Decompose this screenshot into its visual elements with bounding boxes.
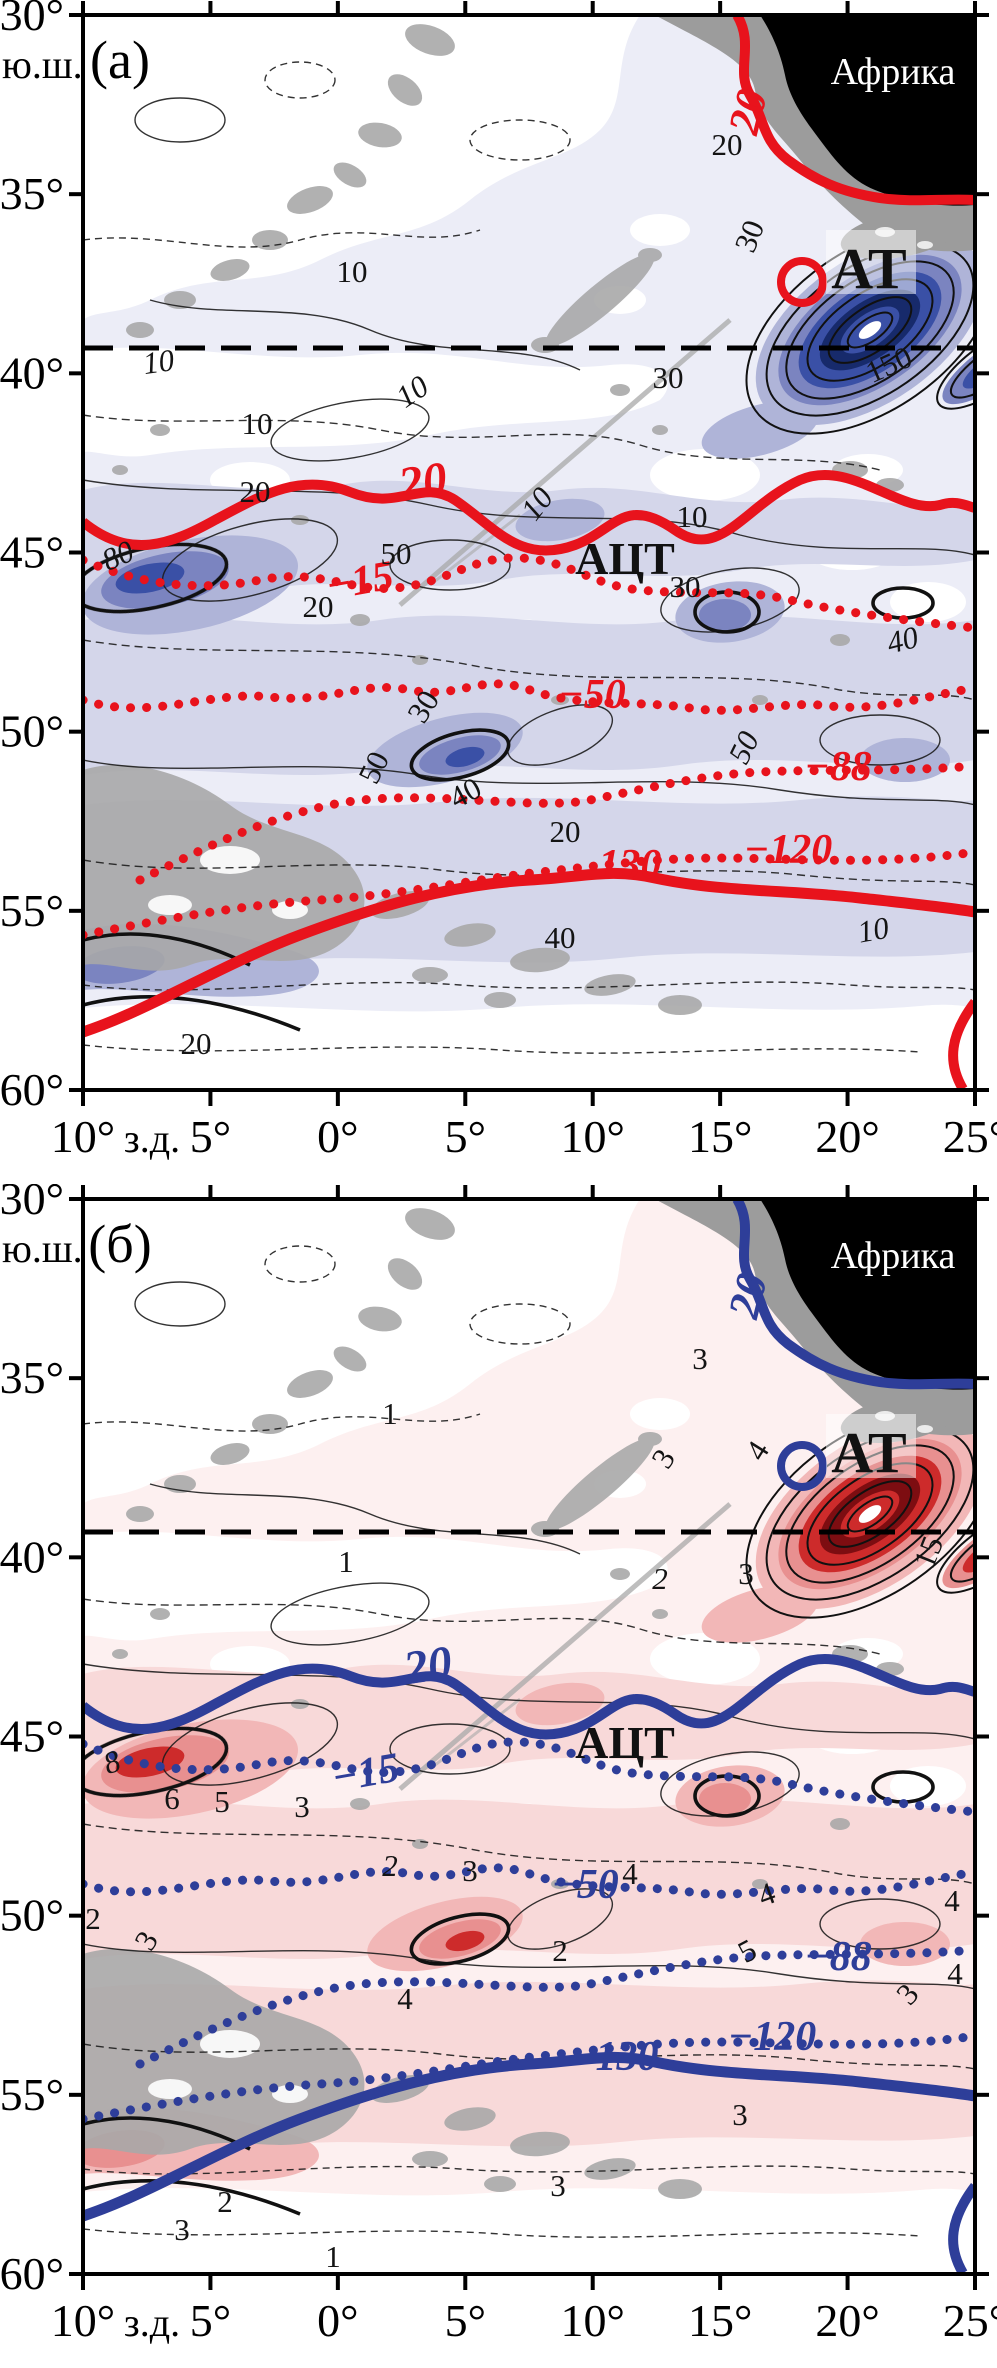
feature-contour-label-solid: 130 — [596, 2034, 659, 2080]
contour-label: 3 — [692, 1341, 708, 1376]
y-tick-label: 50° — [0, 1890, 64, 1941]
acc-current-label: АЦТ — [575, 1717, 675, 1768]
x-tick-label: 15° — [688, 1111, 752, 1162]
y-tick-label: 30° — [0, 0, 64, 40]
contour-label: 3 — [174, 2212, 190, 2247]
y-tick-label: 35° — [0, 168, 64, 219]
acc-current-label: АЦТ — [575, 533, 675, 584]
feature-contour-label-dotted: −88 — [804, 744, 871, 790]
x-tick-label: 20° — [815, 1111, 879, 1162]
contour-label: 20 — [550, 814, 581, 849]
feature-contour-label-solid: 20 — [399, 1636, 455, 1695]
contour-label: 3 — [462, 1853, 478, 1888]
land-label: Африка — [831, 1235, 956, 1277]
y-tick-label: 45° — [0, 1711, 64, 1762]
x-tick-label: 5° — [190, 2295, 231, 2346]
x-tick-label: 5° — [445, 2295, 486, 2346]
x-tick-label: 5° — [445, 1111, 486, 1162]
contour-label: 2 — [217, 2184, 233, 2219]
contour-label: 2 — [552, 1933, 568, 1968]
x-tick-label: 15° — [688, 2295, 752, 2346]
x-tick-label: 5° — [190, 1111, 231, 1162]
contour-label: 20 — [240, 474, 271, 509]
y-tick-label: 55° — [0, 885, 64, 936]
x-tick-label: 10° — [51, 1111, 115, 1162]
feature-contour-label-solid: 130 — [599, 842, 662, 888]
panel-b: 30° 35° 40° 45° 50° 55° 60° ю.ш. 10° 5° 0° 5° 10° 15°… — [0, 1184, 997, 2368]
feature-contour-label-solid: 20 — [394, 452, 450, 511]
agulhas-eddy-label: АТ — [831, 1420, 906, 1485]
contour-label: 4 — [397, 1981, 413, 2016]
contour-label: 4 — [947, 1956, 963, 1991]
feature-contour-label-dotted: −50 — [551, 1862, 618, 1908]
contour-label: 10 — [677, 499, 708, 534]
x-axis-unit-label: з.д. — [124, 2300, 180, 2345]
contour-label: 3 — [738, 1556, 754, 1591]
x-tick-label: 20° — [815, 2295, 879, 2346]
contour-label: 30 — [670, 569, 701, 604]
contour-label: 50 — [381, 536, 412, 571]
land-label: Африка — [831, 51, 956, 93]
y-axis-unit-label: ю.ш. — [2, 42, 83, 87]
x-tick-label: 0° — [317, 2295, 358, 2346]
panel-label: (а) — [90, 30, 150, 90]
contour-label: 10 — [337, 254, 368, 289]
feature-contour-label-dotted: −120 — [744, 827, 832, 873]
y-tick-label: 50° — [0, 706, 64, 757]
x-tick-label: 10° — [51, 2295, 115, 2346]
contour-label: 2 — [85, 1901, 101, 1936]
y-tick-label: 30° — [0, 1184, 64, 1224]
panel-b-map: 30° 35° 40° 45° 50° 55° 60° ю.ш. 10° 5° 0° 5° 10° 15°… — [0, 1184, 997, 2346]
contour-label: 10 — [242, 406, 273, 441]
x-tick-label: 25° — [943, 2295, 997, 2346]
contour-label: 3 — [732, 2097, 748, 2132]
contour-label: 4 — [944, 1883, 960, 1918]
y-tick-label: 40° — [0, 1531, 64, 1582]
contour-label: 1 — [338, 1544, 354, 1579]
contour-label: 6 — [164, 1781, 180, 1816]
panel-label: (б) — [88, 1214, 151, 1274]
agulhas-eddy-label: АТ — [831, 236, 906, 301]
feature-contour-label-dotted: −120 — [728, 2014, 816, 2060]
y-tick-label: 60° — [0, 1064, 64, 1115]
panel-a: 30° 35° 40° 45° 50° 55° 60° ю.ш. 10° 5° 0° 5° 10° 15°… — [0, 0, 997, 1162]
contour-label: 1 — [382, 1396, 398, 1431]
contour-label: 20 — [303, 589, 334, 624]
contour-label: 2 — [652, 1561, 668, 1596]
contour-label: 20 — [181, 1026, 212, 1061]
y-tick-label: 60° — [0, 2248, 64, 2299]
y-tick-label: 40° — [0, 347, 64, 398]
x-tick-label: 10° — [561, 2295, 625, 2346]
x-tick-label: 10° — [561, 1111, 625, 1162]
contour-label: 3 — [294, 1789, 310, 1824]
feature-contour-label-dotted: −50 — [558, 672, 625, 718]
y-tick-label: 35° — [0, 1352, 64, 1403]
contour-label: 3 — [550, 2168, 566, 2203]
x-tick-label: 0° — [317, 1111, 358, 1162]
x-tick-label: 25° — [943, 1111, 997, 1162]
x-axis-unit-label: з.д. — [124, 1116, 180, 1161]
contour-label: 2 — [382, 1848, 398, 1883]
y-tick-label: 55° — [0, 2069, 64, 2120]
contour-label: 10 — [141, 342, 177, 381]
contour-label: 30 — [653, 360, 684, 395]
contour-label: 5 — [214, 1784, 230, 1819]
y-tick-label: 45° — [0, 527, 64, 578]
panel-a-map: 30° 35° 40° 45° 50° 55° 60° ю.ш. 10° 5° 0° 5° 10° 15°… — [0, 0, 997, 1162]
feature-contour-label-dotted: −88 — [804, 1934, 871, 1980]
contour-label: 4 — [622, 1856, 638, 1891]
contour-label: 20 — [712, 127, 743, 162]
contour-label: 10 — [855, 910, 892, 950]
y-axis-unit-label: ю.ш. — [2, 1226, 83, 1271]
contour-label: 1 — [325, 2239, 341, 2274]
contour-label: 40 — [545, 920, 576, 955]
